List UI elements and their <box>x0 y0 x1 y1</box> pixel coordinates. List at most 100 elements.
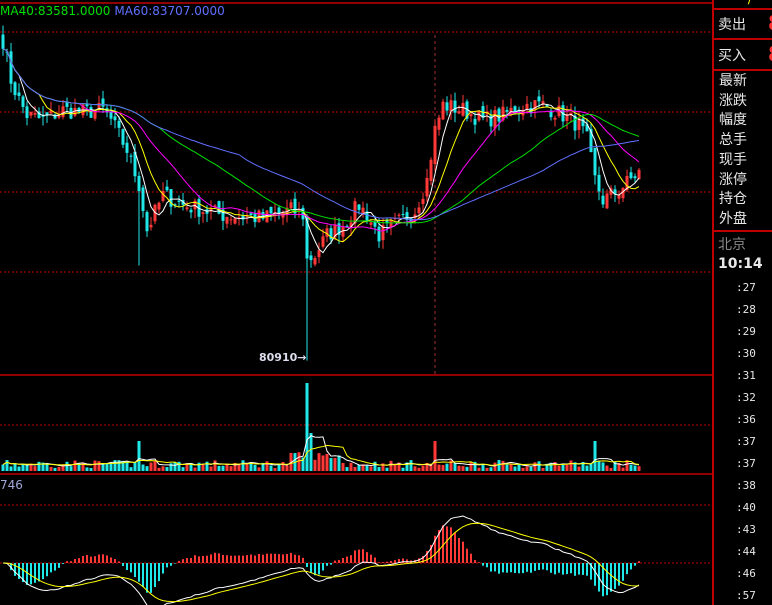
candle-body <box>513 106 517 114</box>
volume-bar <box>181 467 185 471</box>
candle-body <box>437 117 441 130</box>
candle-body <box>269 206 273 214</box>
volume-bar <box>201 463 205 471</box>
volume-bar <box>49 466 53 471</box>
volume-bar <box>97 461 101 471</box>
candle-body <box>377 226 381 242</box>
volume-bar <box>9 466 13 471</box>
candle-body <box>449 100 453 112</box>
candle-body <box>5 51 9 53</box>
candle-body <box>473 118 477 125</box>
tick-time: :43 <box>736 523 756 536</box>
candle-body <box>53 114 57 119</box>
candle-body <box>445 102 449 111</box>
volume-bar <box>297 452 301 471</box>
volume-bar <box>573 462 577 471</box>
volume-bar <box>229 466 233 471</box>
volume-ma-line <box>2 444 640 466</box>
candle-body <box>337 223 341 235</box>
volume-bar <box>153 460 157 471</box>
volume-bar <box>325 453 329 471</box>
candle-body <box>13 82 17 96</box>
field-label: 最新 <box>719 73 747 89</box>
volume-bar <box>425 463 429 471</box>
volume-bar <box>537 461 541 471</box>
volume-bar <box>277 464 281 471</box>
volume-bar <box>533 462 537 471</box>
volume-bar <box>169 463 173 471</box>
volume-bar <box>445 463 449 471</box>
candle-body <box>581 118 585 127</box>
candle-body <box>589 128 593 153</box>
volume-bar <box>593 441 597 471</box>
candle-body <box>221 209 225 221</box>
volume-bar <box>597 460 601 471</box>
top-partial-text: ·/ · <box>744 0 760 6</box>
volume-bar <box>365 465 369 471</box>
candle-body <box>401 214 405 216</box>
candle-body <box>133 151 137 177</box>
candle-body <box>637 169 641 180</box>
candle-body <box>165 186 169 191</box>
volume-bar <box>77 463 81 471</box>
volume-bar <box>173 462 177 471</box>
candle-body <box>117 120 121 128</box>
volume-bar <box>69 466 73 471</box>
volume-bar <box>521 467 525 471</box>
ma10-line <box>2 48 640 243</box>
volume-bar <box>189 462 193 471</box>
candle-body <box>633 176 637 179</box>
volume-bar <box>157 467 161 471</box>
candle-body <box>621 188 625 199</box>
sell-value: 8 <box>768 11 772 35</box>
candle-body <box>333 224 337 238</box>
sell-label: 卖出 <box>718 17 746 33</box>
volume-bar <box>281 461 285 471</box>
candle-body <box>517 109 521 112</box>
candle-body <box>173 204 177 206</box>
field-label: 持仓 <box>719 191 747 208</box>
candle-body <box>385 220 389 224</box>
volume-bar <box>5 460 9 471</box>
volume-bar <box>441 465 445 471</box>
candle-body <box>549 110 553 118</box>
candle-body <box>577 118 581 130</box>
volume-bar <box>417 467 421 471</box>
volume-bar <box>217 465 221 471</box>
candle-body <box>161 190 165 201</box>
volume-bar <box>17 466 21 471</box>
volume-bar <box>285 465 289 471</box>
volume-bar <box>585 465 589 471</box>
volume-bar <box>409 460 413 471</box>
candle-body <box>245 216 249 218</box>
volume-bar <box>21 463 25 471</box>
kline-chart[interactable] <box>0 0 712 605</box>
candle-body <box>9 51 13 84</box>
candle-body <box>509 107 513 113</box>
candle-body <box>553 117 557 120</box>
candle-body <box>601 195 605 205</box>
volume-bar <box>261 462 265 471</box>
volume-bar <box>377 467 381 471</box>
candle-body <box>241 215 245 220</box>
candle-body <box>617 194 621 199</box>
volume-bar <box>613 461 617 471</box>
volume-bar <box>245 463 249 471</box>
volume-bar <box>53 467 57 471</box>
candle-body <box>425 177 429 197</box>
candle-body <box>605 193 609 209</box>
candle-body <box>97 102 101 108</box>
candle-body <box>137 175 141 192</box>
candle-body <box>313 257 317 265</box>
volume-bar <box>557 465 561 471</box>
candle-body <box>121 129 125 145</box>
candle-body <box>217 201 221 214</box>
candle-body <box>289 202 293 209</box>
volume-bar <box>605 465 609 471</box>
volume-bar <box>565 464 569 471</box>
volume-bar <box>561 464 565 471</box>
candle-body <box>489 115 493 127</box>
volume-bar <box>577 466 581 471</box>
tick-time: :57 <box>736 589 756 602</box>
candle-body <box>309 255 313 261</box>
